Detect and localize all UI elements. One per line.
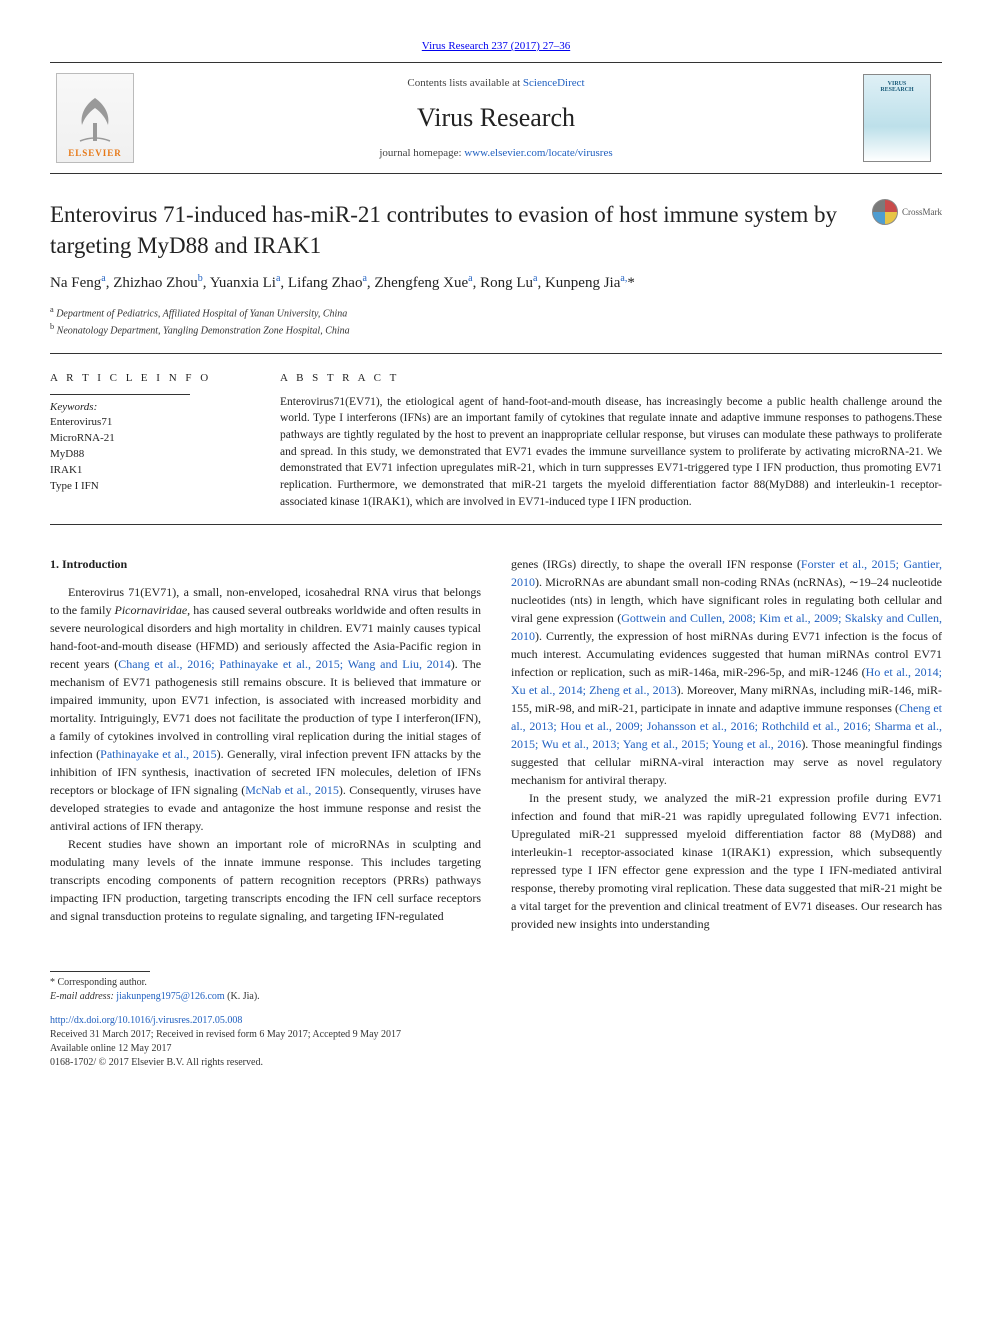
crossmark-label: CrossMark	[902, 207, 942, 217]
footer-block: * Corresponding author. E-mail address: …	[50, 971, 942, 1070]
corresponding-email-link[interactable]: jiakunpeng1975@126.com	[116, 991, 224, 1002]
author-list: Na Fenga, Zhizhao Zhoub, Yuanxia Lia, Li…	[50, 273, 942, 292]
footer-rule	[50, 971, 150, 972]
left-column: 1. Introduction Enterovirus 71(EV71), a …	[50, 555, 481, 933]
journal-cover-container: VIRUS RESEARCH	[852, 73, 942, 163]
publisher-name: ELSEVIER	[68, 148, 122, 158]
crossmark-badge[interactable]: CrossMark	[872, 199, 942, 225]
corresponding-author-note: * Corresponding author.	[50, 976, 942, 990]
body-paragraph: Recent studies have shown an important r…	[50, 835, 481, 925]
keyword-item: MyD88	[50, 447, 250, 463]
abstract-block: A B S T R A C T Enterovirus71(EV71), the…	[280, 372, 942, 511]
journal-citation: Virus Research 237 (2017) 27–36	[50, 40, 942, 52]
issn-copyright: 0168-1702/ © 2017 Elsevier B.V. All righ…	[50, 1056, 942, 1070]
keyword-rule	[50, 394, 190, 395]
body-paragraph: genes (IRGs) directly, to shape the over…	[511, 555, 942, 789]
available-online: Available online 12 May 2017	[50, 1042, 942, 1056]
abstract-text: Enterovirus71(EV71), the etiological age…	[280, 394, 942, 511]
keywords-label: Keywords:	[50, 401, 250, 413]
journal-cover-image[interactable]: VIRUS RESEARCH	[863, 74, 931, 162]
journal-name: Virus Research	[140, 103, 852, 133]
keyword-item: MicroRNA-21	[50, 431, 250, 447]
contents-line: Contents lists available at ScienceDirec…	[140, 77, 852, 89]
keyword-item: Type I IFN	[50, 479, 250, 495]
elsevier-tree-icon	[70, 93, 120, 148]
article-info-block: A R T I C L E I N F O Keywords: Enterovi…	[50, 372, 250, 511]
affiliation-line: b Neonatology Department, Yangling Demon…	[50, 321, 942, 338]
body-columns: 1. Introduction Enterovirus 71(EV71), a …	[50, 555, 942, 933]
email-line: E-mail address: jiakunpeng1975@126.com (…	[50, 990, 942, 1004]
right-column: genes (IRGs) directly, to shape the over…	[511, 555, 942, 933]
elsevier-logo[interactable]: ELSEVIER	[56, 73, 134, 163]
homepage-line: journal homepage: www.elsevier.com/locat…	[140, 147, 852, 159]
article-history: Received 31 March 2017; Received in revi…	[50, 1028, 942, 1042]
body-paragraph: In the present study, we analyzed the mi…	[511, 789, 942, 933]
masthead: ELSEVIER Contents lists available at Sci…	[50, 62, 942, 174]
divider	[50, 353, 942, 354]
affiliations: a Department of Pediatrics, Affiliated H…	[50, 304, 942, 339]
keyword-item: IRAK1	[50, 463, 250, 479]
cover-text-2: RESEARCH	[880, 87, 913, 93]
affiliation-line: a Department of Pediatrics, Affiliated H…	[50, 304, 942, 321]
keywords-list: Enterovirus71MicroRNA-21MyD88IRAK1Type I…	[50, 415, 250, 495]
doi-link[interactable]: http://dx.doi.org/10.1016/j.virusres.201…	[50, 1015, 242, 1026]
article-title: Enterovirus 71-induced has-miR-21 contri…	[50, 199, 872, 261]
abstract-heading: A B S T R A C T	[280, 372, 942, 384]
publisher-logo-container: ELSEVIER	[50, 73, 140, 163]
sciencedirect-link[interactable]: ScienceDirect	[523, 77, 585, 89]
divider	[50, 524, 942, 525]
article-info-heading: A R T I C L E I N F O	[50, 372, 250, 384]
crossmark-icon	[872, 199, 898, 225]
intro-heading: 1. Introduction	[50, 555, 481, 573]
keyword-item: Enterovirus71	[50, 415, 250, 431]
body-paragraph: Enterovirus 71(EV71), a small, non-envel…	[50, 583, 481, 835]
journal-homepage-link[interactable]: www.elsevier.com/locate/virusres	[464, 147, 612, 159]
journal-citation-link[interactable]: Virus Research 237 (2017) 27–36	[422, 40, 570, 52]
